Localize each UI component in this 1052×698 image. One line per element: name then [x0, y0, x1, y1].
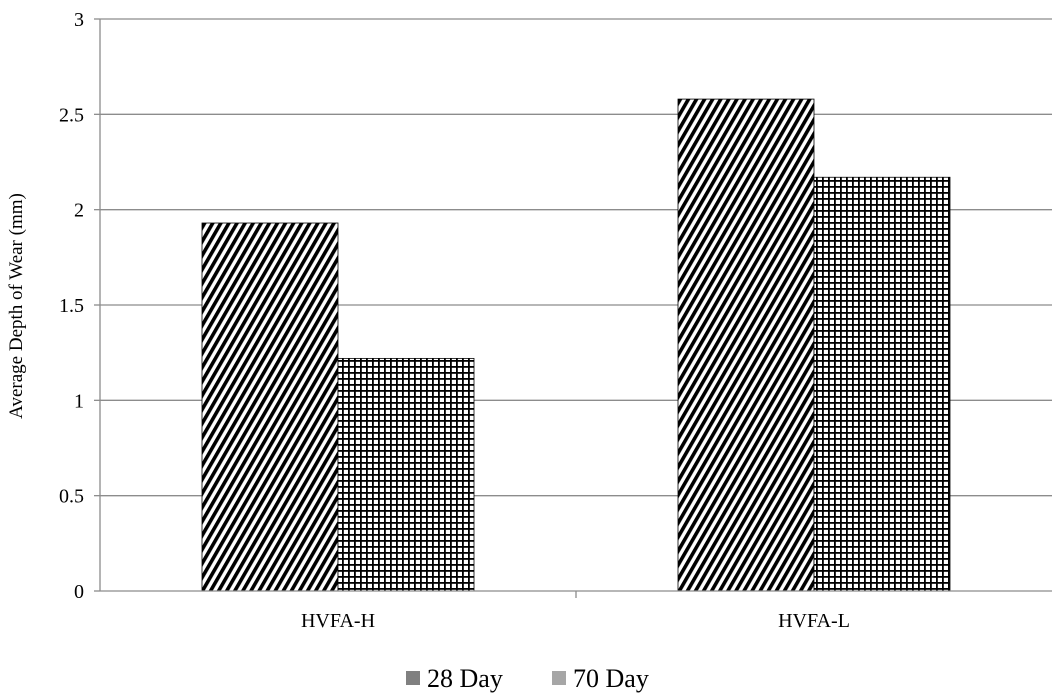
legend-swatch — [406, 671, 420, 685]
legend: 28 Day 70 Day — [406, 664, 649, 693]
bar-28-day — [201, 222, 339, 592]
y-tick-labels: 0 0.5 1 1.5 2 2.5 3 — [59, 9, 84, 603]
bar-70-day — [813, 176, 951, 592]
y-tick-label: 0.5 — [59, 486, 84, 508]
y-tick-label: 1.5 — [59, 295, 84, 317]
y-tick-label: 1 — [74, 390, 84, 412]
y-tick-label: 2 — [74, 200, 84, 222]
legend-label: 28 Day — [427, 664, 503, 693]
axes — [99, 19, 1052, 598]
bars — [201, 98, 951, 592]
x-category-labels: HVFA-H HVFA-L — [301, 610, 850, 632]
legend-label: 70 Day — [573, 664, 649, 693]
legend-swatch — [552, 671, 566, 685]
bar-70-day — [337, 357, 475, 592]
y-tick-label: 0 — [74, 581, 84, 603]
x-category-label: HVFA-L — [778, 610, 850, 632]
y-tick-label: 2.5 — [59, 104, 84, 126]
y-axis-title: Average Depth of Wear (mm) — [6, 193, 27, 419]
x-category-label: HVFA-H — [301, 610, 375, 632]
y-tick-label: 3 — [74, 9, 84, 31]
bar-28-day — [677, 98, 815, 592]
